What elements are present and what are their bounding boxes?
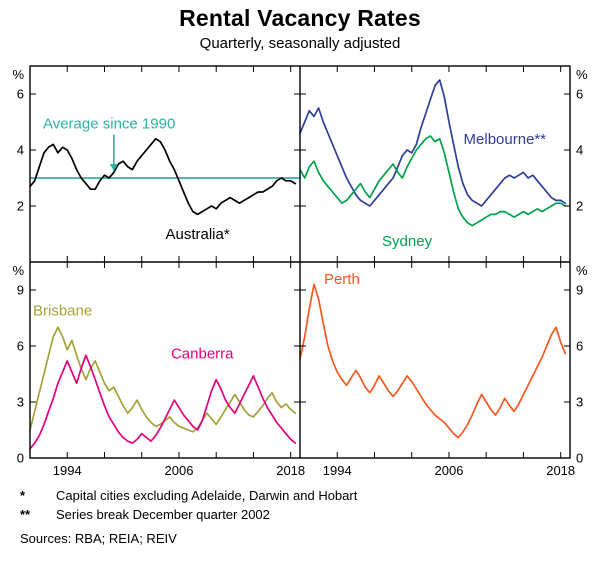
y-tick-label: 0 [576,451,583,466]
series-label: Canberra [171,345,234,362]
chart-subtitle: Quarterly, seasonally adjusted [199,35,401,52]
series-label: Sydney [382,233,433,250]
y-axis-unit: % [576,67,588,82]
series-sydney [299,135,567,227]
y-tick-label: 3 [576,395,583,410]
footnotes: * Capital cities excluding Adelaide, Dar… [20,488,600,522]
y-tick-label: 4 [17,143,24,158]
footnote-row: ** Series break December quarter 2002 [20,507,600,522]
y-tick-label: 6 [576,87,583,102]
y-tick-label: 9 [576,283,583,298]
x-tick-label: 2018 [546,463,575,478]
chart-title: Rental Vacancy Rates [179,5,421,31]
panel-bottom-right: 0 3 6 9% 1994 2006 2018 Perth [299,262,588,478]
footnote-text: Series break December quarter 2002 [56,507,270,522]
y-axis-unit: % [576,263,588,278]
y-tick-label: 4 [576,143,583,158]
series-canberra [29,354,297,450]
annotation-arrowhead [109,164,118,171]
y-tick-label: 3 [17,395,24,410]
series-perth [299,283,567,439]
y-tick-label: 0 [17,451,24,466]
footnote-text: Capital cities excluding Adelaide, Darwi… [56,488,358,503]
panel-bottom-left: 0 3 6 9% 1994 2006 2018 Brisbane Canberra [12,262,305,478]
sources-line: Sources: RBA; REIA; REIV [20,531,177,546]
footnote-row: * Capital cities excluding Adelaide, Dar… [20,488,600,503]
series-label: Perth [324,271,360,288]
panel-top-left: 2 4 6% Average since 1990 Australia* [12,66,300,262]
rental-vacancy-chart: Rental Vacancy Rates Quarterly, seasonal… [0,5,600,546]
series-label: Brisbane [33,303,92,320]
series-australia [29,137,297,216]
x-tick-label: 2006 [435,463,464,478]
series-label: Average since 1990 [43,115,175,132]
y-tick-label: 2 [17,199,24,214]
x-tick-label: 1994 [323,463,352,478]
series-label: Australia* [165,226,229,243]
y-tick-label: 2 [576,199,583,214]
y-axis-unit: % [12,263,24,278]
footnote-marker: * [20,488,26,503]
series-melbourne [299,79,567,207]
y-tick-label: 6 [17,339,24,354]
y-axis-unit: % [12,67,24,82]
x-tick-label: 2006 [165,463,194,478]
x-tick-label: 2018 [276,463,305,478]
chart-canvas: 2 4 6% Average since 1990 Australia* 2 4 6% Melb… [12,65,588,478]
footnote-marker: ** [20,507,31,522]
series-label: Melbourne** [464,131,547,148]
y-tick-label: 6 [17,87,24,102]
x-tick-label: 1994 [53,463,82,478]
y-tick-label: 6 [576,339,583,354]
panel-top-right: 2 4 6% Melbourne** Sydney [299,66,588,262]
y-tick-label: 9 [17,283,24,298]
